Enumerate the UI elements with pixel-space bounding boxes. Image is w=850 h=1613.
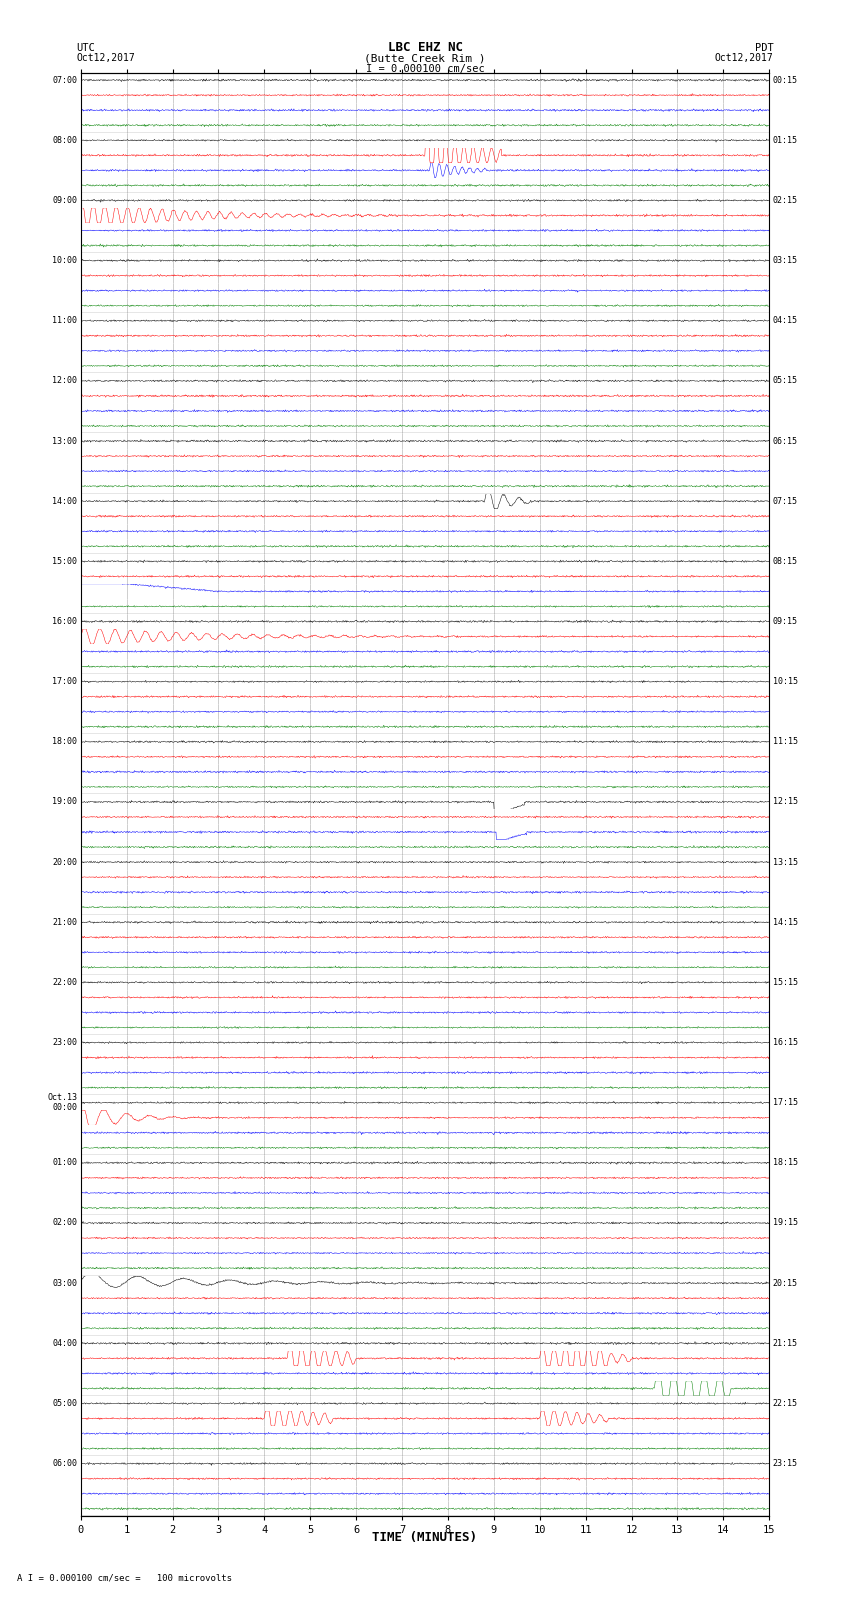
Text: 08:15: 08:15	[773, 556, 797, 566]
Text: 17:00: 17:00	[53, 677, 77, 686]
Text: 12:00: 12:00	[53, 376, 77, 386]
Text: 05:00: 05:00	[53, 1398, 77, 1408]
Text: TIME (MINUTES): TIME (MINUTES)	[372, 1531, 478, 1544]
Text: 23:15: 23:15	[773, 1460, 797, 1468]
Text: PDT: PDT	[755, 42, 774, 53]
Text: Oct.13
00:00: Oct.13 00:00	[48, 1094, 77, 1113]
Text: 09:00: 09:00	[53, 195, 77, 205]
Text: 04:00: 04:00	[53, 1339, 77, 1348]
Text: 15:00: 15:00	[53, 556, 77, 566]
Text: 20:15: 20:15	[773, 1279, 797, 1287]
Text: 15:15: 15:15	[773, 977, 797, 987]
Text: 00:15: 00:15	[773, 76, 797, 84]
Text: Oct12,2017: Oct12,2017	[715, 53, 774, 63]
Text: 22:15: 22:15	[773, 1398, 797, 1408]
Text: 08:00: 08:00	[53, 135, 77, 145]
Text: 09:15: 09:15	[773, 616, 797, 626]
Text: (Butte Creek Rim ): (Butte Creek Rim )	[365, 53, 485, 63]
Text: 12:15: 12:15	[773, 797, 797, 806]
Text: 07:15: 07:15	[773, 497, 797, 505]
Text: Oct12,2017: Oct12,2017	[76, 53, 135, 63]
Text: 10:00: 10:00	[53, 256, 77, 265]
Text: I = 0.000100 cm/sec: I = 0.000100 cm/sec	[366, 63, 484, 74]
Text: 03:00: 03:00	[53, 1279, 77, 1287]
Text: 11:15: 11:15	[773, 737, 797, 747]
Text: 21:00: 21:00	[53, 918, 77, 927]
Text: 17:15: 17:15	[773, 1098, 797, 1107]
Text: 16:00: 16:00	[53, 616, 77, 626]
Text: 02:15: 02:15	[773, 195, 797, 205]
Text: 19:15: 19:15	[773, 1218, 797, 1227]
Text: 06:15: 06:15	[773, 437, 797, 445]
Text: 18:15: 18:15	[773, 1158, 797, 1168]
Text: 01:15: 01:15	[773, 135, 797, 145]
Text: 03:15: 03:15	[773, 256, 797, 265]
Text: 18:00: 18:00	[53, 737, 77, 747]
Text: 07:00: 07:00	[53, 76, 77, 84]
Text: 16:15: 16:15	[773, 1039, 797, 1047]
Text: 11:00: 11:00	[53, 316, 77, 326]
Text: 13:15: 13:15	[773, 858, 797, 866]
Text: LBC EHZ NC: LBC EHZ NC	[388, 40, 462, 55]
Text: 14:15: 14:15	[773, 918, 797, 927]
Text: 10:15: 10:15	[773, 677, 797, 686]
Text: 06:00: 06:00	[53, 1460, 77, 1468]
Text: 14:00: 14:00	[53, 497, 77, 505]
Text: 20:00: 20:00	[53, 858, 77, 866]
Text: 21:15: 21:15	[773, 1339, 797, 1348]
Text: 23:00: 23:00	[53, 1039, 77, 1047]
Text: 02:00: 02:00	[53, 1218, 77, 1227]
Text: A I = 0.000100 cm/sec =   100 microvolts: A I = 0.000100 cm/sec = 100 microvolts	[17, 1573, 232, 1582]
Text: 05:15: 05:15	[773, 376, 797, 386]
Text: 01:00: 01:00	[53, 1158, 77, 1168]
Text: 19:00: 19:00	[53, 797, 77, 806]
Text: UTC: UTC	[76, 42, 95, 53]
Text: 22:00: 22:00	[53, 977, 77, 987]
Text: 13:00: 13:00	[53, 437, 77, 445]
Text: 04:15: 04:15	[773, 316, 797, 326]
